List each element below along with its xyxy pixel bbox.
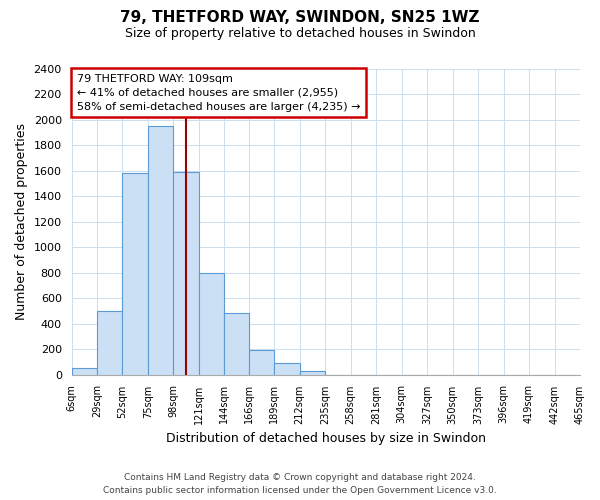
Text: Contains HM Land Registry data © Crown copyright and database right 2024.
Contai: Contains HM Land Registry data © Crown c… <box>103 474 497 495</box>
Bar <box>122 174 148 374</box>
Text: 79, THETFORD WAY, SWINDON, SN25 1WZ: 79, THETFORD WAY, SWINDON, SN25 1WZ <box>120 10 480 25</box>
Bar <box>97 311 122 374</box>
Y-axis label: Number of detached properties: Number of detached properties <box>15 124 28 320</box>
Bar <box>148 126 173 374</box>
X-axis label: Distribution of detached houses by size in Swindon: Distribution of detached houses by size … <box>166 432 486 445</box>
Bar <box>199 272 224 374</box>
Bar <box>71 368 97 374</box>
Text: 79 THETFORD WAY: 109sqm
← 41% of detached houses are smaller (2,955)
58% of semi: 79 THETFORD WAY: 109sqm ← 41% of detache… <box>77 74 360 112</box>
Bar <box>173 172 199 374</box>
Bar <box>274 363 300 374</box>
Bar <box>224 314 249 374</box>
Bar <box>300 370 325 374</box>
Bar <box>249 350 274 374</box>
Text: Size of property relative to detached houses in Swindon: Size of property relative to detached ho… <box>125 28 475 40</box>
